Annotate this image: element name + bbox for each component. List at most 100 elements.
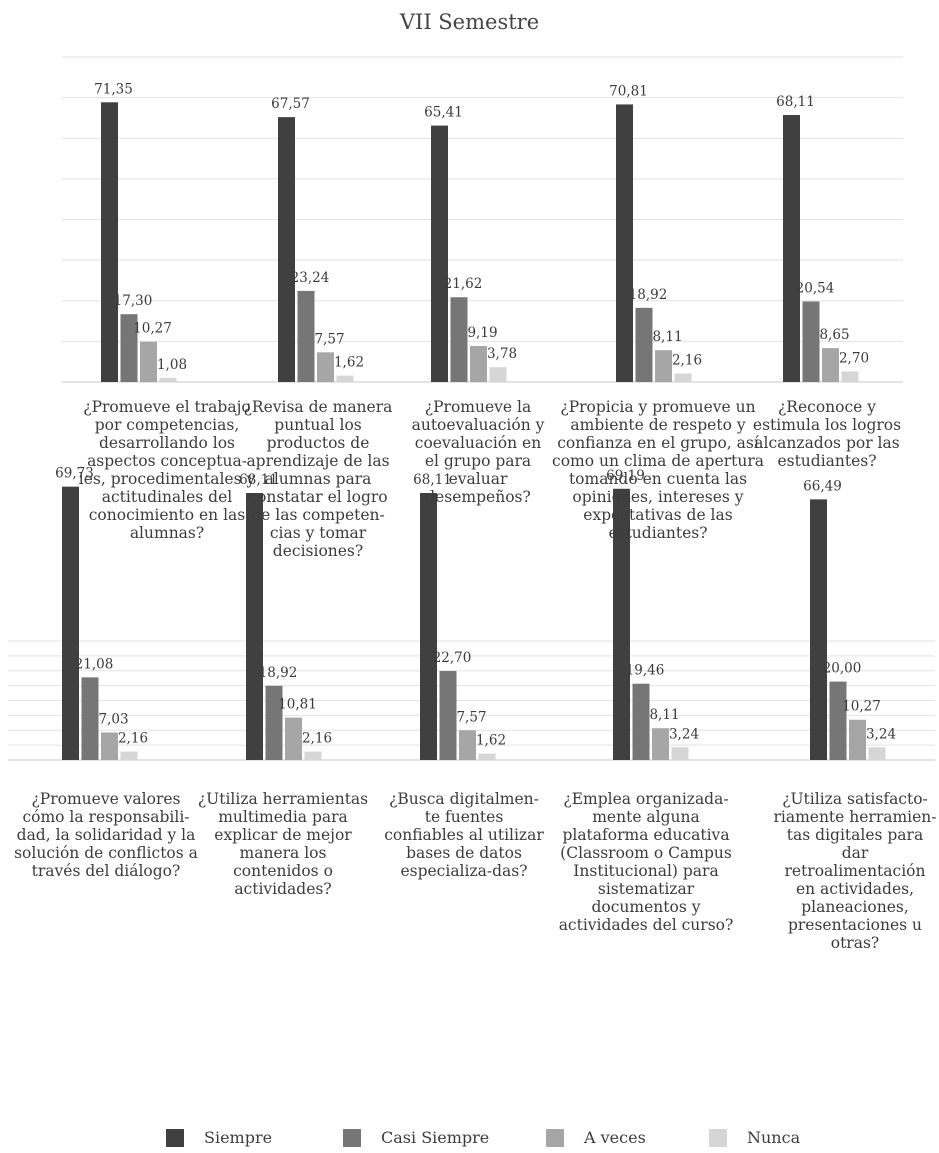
bar: [829, 681, 847, 760]
bar: [101, 102, 118, 383]
data-label: 68,11: [776, 94, 815, 110]
data-label: 23,24: [291, 270, 330, 286]
bar: [120, 751, 138, 760]
data-label: 2,16: [672, 353, 702, 369]
bar: [810, 499, 827, 760]
legend-swatch: [709, 1128, 727, 1147]
data-label: 67,57: [271, 96, 310, 112]
data-label: 22,70: [433, 650, 472, 666]
category-label: ¿Revisa de manera puntual los productos …: [243, 398, 393, 560]
legend-swatch: [546, 1128, 564, 1147]
bar: [674, 373, 692, 382]
data-label: 2,16: [118, 731, 148, 747]
data-label: 20,54: [796, 280, 835, 296]
legend-label: A veces: [584, 1128, 646, 1147]
category-label: ¿Promueve el trabajo por competencias, d…: [78, 398, 256, 542]
data-label: 1,08: [157, 357, 187, 373]
data-label: 70,81: [609, 83, 648, 99]
data-label: 21,62: [444, 276, 483, 292]
data-label: 7,03: [98, 711, 128, 727]
bar: [81, 677, 99, 760]
data-label: 3,24: [669, 726, 699, 742]
bar: [285, 717, 302, 760]
bar: [478, 753, 496, 760]
data-label: 9,19: [467, 325, 497, 341]
bar: [439, 671, 457, 760]
data-label: 20,00: [823, 661, 862, 677]
data-label: 10,27: [133, 321, 172, 337]
data-label: 21,08: [75, 656, 114, 672]
category-label: ¿Utiliza satisfacto-riamente herramien-t…: [773, 790, 937, 952]
legend-label: Casi Siempre: [381, 1128, 490, 1147]
gridlines: [62, 56, 903, 383]
data-label: 7,57: [456, 709, 486, 725]
data-label: 66,49: [803, 478, 842, 494]
data-label: 17,30: [114, 293, 153, 309]
bar: [489, 367, 507, 382]
data-label: 71,35: [94, 81, 133, 97]
bar: [336, 375, 354, 382]
legend-item-nunca: Nunca: [709, 1128, 800, 1147]
data-label: 10,81: [278, 697, 317, 713]
category-label: ¿Emplea organizada-mente alguna platafor…: [558, 790, 734, 934]
category-label: ¿Busca digitalmen-te fuentes confiables …: [384, 790, 544, 880]
data-label: 1,62: [476, 733, 506, 749]
gridlines: [8, 640, 935, 761]
legend-item-casi-siempre: Casi Siempre: [343, 1128, 489, 1147]
bar: [822, 348, 839, 382]
data-label: 69,19: [606, 468, 645, 484]
bar: [101, 732, 118, 760]
bar: [278, 117, 295, 382]
data-label: 69,73: [55, 466, 94, 482]
data-label: 8,11: [649, 707, 679, 723]
bar: [802, 301, 820, 382]
bar: [297, 290, 315, 382]
data-label: 8,11: [652, 329, 682, 345]
bar: [655, 350, 672, 382]
category-label: ¿Utiliza herramientas multimedia para ex…: [197, 790, 369, 898]
bar: [420, 493, 437, 760]
bar: [841, 371, 859, 382]
legend: Siempre Casi Siempre A veces Nunca: [0, 1128, 939, 1150]
data-label: 1,62: [334, 355, 364, 371]
data-label: 7,57: [314, 331, 344, 347]
data-label: 65,41: [424, 105, 463, 121]
bar: [613, 488, 630, 760]
legend-label: Nunca: [747, 1128, 801, 1147]
category-label: ¿Promueve valores cómo la responsabili-d…: [14, 790, 198, 880]
bar: [868, 747, 886, 760]
bar: [652, 728, 669, 760]
bar: [246, 493, 263, 760]
bar: [671, 747, 689, 760]
legend-label: Siempre: [204, 1128, 273, 1147]
data-label: 3,78: [487, 346, 517, 362]
chart-title: VII Semestre: [399, 10, 540, 34]
legend-swatch: [166, 1128, 184, 1147]
category-label: ¿Reconoce y estimula los logros alcanzad…: [752, 398, 902, 470]
data-label: 68,11: [239, 472, 278, 488]
bar: [304, 751, 322, 760]
data-label: 2,70: [839, 350, 869, 366]
bar: [265, 685, 283, 760]
bar: [470, 345, 487, 382]
bar: [616, 104, 633, 382]
data-label: 68,11: [413, 472, 452, 488]
data-label: 10,27: [842, 699, 881, 715]
data-label: 3,24: [866, 726, 896, 742]
bar: [317, 352, 334, 382]
bar: [140, 341, 157, 382]
bar: [431, 125, 448, 382]
data-label: 8,65: [819, 327, 849, 343]
data-label: 18,92: [259, 665, 298, 681]
category-label: ¿Propicia y promueve un ambiente de resp…: [552, 398, 764, 542]
bar: [632, 683, 650, 760]
bar: [120, 314, 138, 382]
bar: [849, 719, 866, 760]
bar: [159, 377, 177, 382]
bar: [62, 486, 79, 760]
data-label: 19,46: [626, 663, 665, 679]
data-label: 18,92: [629, 287, 668, 303]
bar: [783, 115, 800, 383]
data-label: 2,16: [302, 731, 332, 747]
